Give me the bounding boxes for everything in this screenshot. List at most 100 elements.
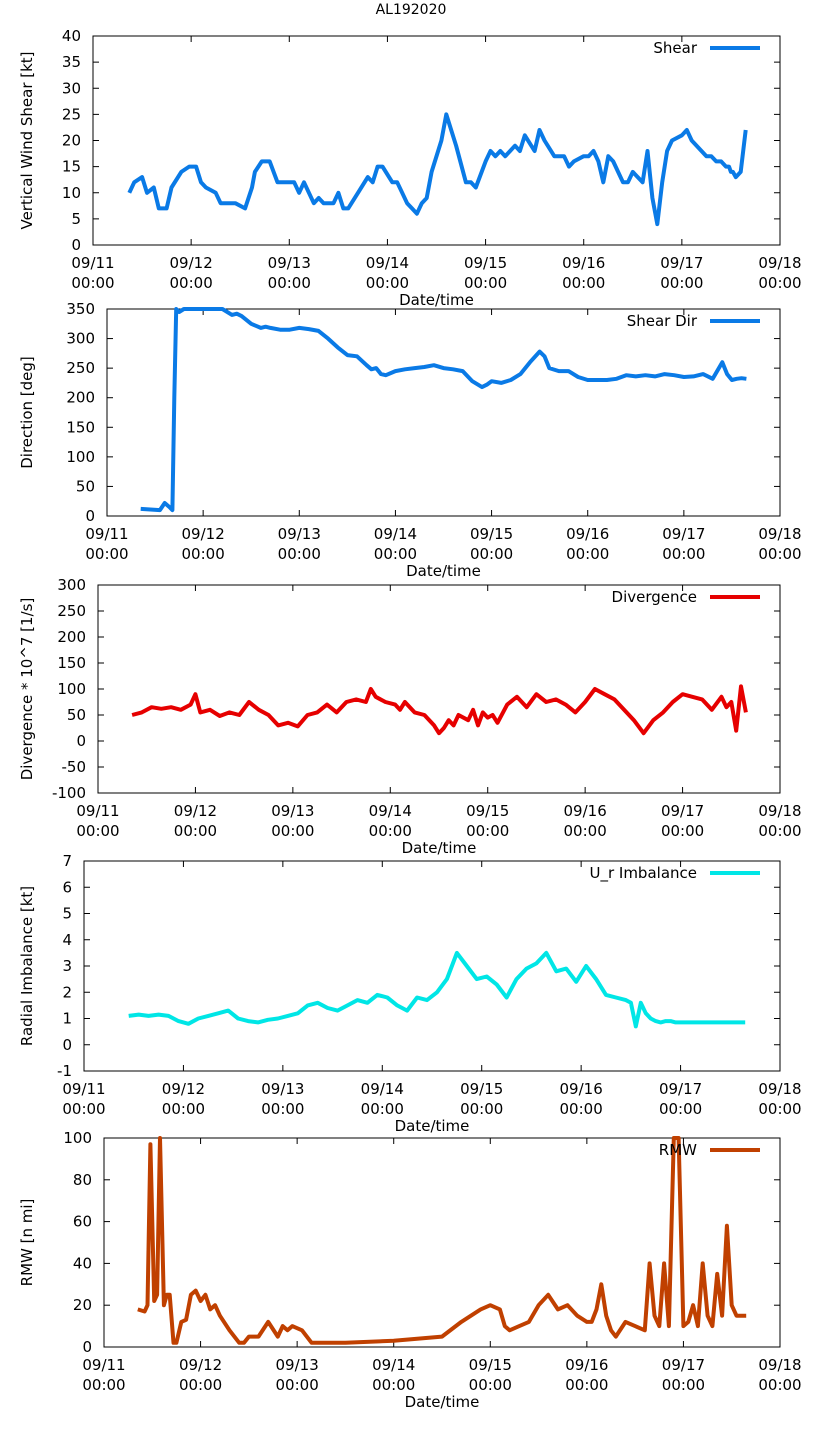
x-tick-time: 00:00 [661, 822, 704, 840]
x-tick-time: 00:00 [278, 545, 321, 563]
x-axis-label: Date/time [405, 1393, 480, 1411]
y-tick-label: 30 [62, 79, 81, 97]
x-tick-date: 09/15 [460, 1080, 503, 1098]
x-tick-date: 09/16 [565, 1356, 608, 1374]
x-tick-date: 09/17 [659, 1080, 702, 1098]
y-tick-label: 15 [62, 158, 81, 176]
y-axis-label: Divergence * 10^7 [1/s] [18, 598, 36, 781]
y-tick-label: 300 [66, 330, 95, 348]
x-tick-time: 00:00 [82, 1376, 125, 1394]
y-tick-label: 100 [57, 680, 86, 698]
x-tick-time: 00:00 [758, 274, 801, 292]
x-tick-time: 00:00 [460, 1100, 503, 1118]
x-axis-label: Date/time [402, 839, 477, 857]
x-axis-label: Date/time [395, 1117, 470, 1135]
x-tick-date: 09/16 [560, 1080, 603, 1098]
x-tick-date: 09/16 [562, 254, 605, 272]
y-tick-label: 200 [66, 389, 95, 407]
chart-panel-5: 0 20 40 60 80 100 09/11 00:00 09/12 00:00 09/13 00:… [18, 1129, 802, 1411]
x-tick-date: 09/11 [76, 802, 119, 820]
x-tick-time: 00:00 [182, 545, 225, 563]
x-tick-time: 00:00 [560, 1100, 603, 1118]
chart-panel-3: -100 -50 0 50 100 150 200 250 300 09/11 00:00 09/12… [18, 576, 802, 857]
x-tick-date: 09/12 [174, 802, 217, 820]
x-tick-date: 09/18 [758, 254, 801, 272]
legend-label: U_r Imbalance [589, 864, 697, 883]
y-tick-label: 0 [85, 507, 95, 525]
y-tick-label: 60 [73, 1213, 92, 1231]
x-tick-time: 00:00 [261, 1100, 304, 1118]
y-tick-label: 25 [62, 105, 81, 123]
plot-frame [92, 35, 781, 246]
x-tick-time: 00:00 [170, 274, 213, 292]
y-tick-label: 20 [62, 132, 81, 150]
x-tick-date: 09/17 [662, 525, 705, 543]
x-tick-date: 09/14 [374, 525, 417, 543]
y-axis-label: Radial Imbalance [kt] [18, 886, 36, 1046]
y-tick-label: 6 [62, 878, 72, 896]
x-tick-time: 00:00 [366, 274, 409, 292]
x-tick-time: 00:00 [662, 545, 705, 563]
x-tick-time: 00:00 [662, 1376, 705, 1394]
y-tick-label: 5 [62, 905, 72, 923]
x-tick-time: 00:00 [374, 545, 417, 563]
x-tick-time: 00:00 [660, 274, 703, 292]
x-tick-time: 00:00 [76, 822, 119, 840]
x-tick-date: 09/13 [261, 1080, 304, 1098]
x-tick-date: 09/17 [660, 254, 703, 272]
x-tick-time: 00:00 [361, 1100, 404, 1118]
series-line [137, 1136, 747, 1345]
x-tick-date: 09/18 [758, 1356, 801, 1374]
plot-frame [83, 860, 781, 1072]
y-tick-label: 350 [66, 300, 95, 318]
y-tick-label: 40 [62, 27, 81, 45]
x-tick-time: 00:00 [466, 822, 509, 840]
x-tick-date: 09/12 [182, 525, 225, 543]
x-tick-time: 00:00 [271, 822, 314, 840]
chart-panel-4: -1 0 1 2 3 4 5 6 7 09/11 00:00 09/12 00:00 09/13 00:00… [18, 852, 802, 1135]
x-tick-date: 09/16 [566, 525, 609, 543]
y-tick-label: -100 [52, 784, 86, 802]
x-tick-time: 00:00 [758, 822, 801, 840]
x-tick-time: 00:00 [470, 545, 513, 563]
x-tick-time: 00:00 [372, 1376, 415, 1394]
y-tick-label: 150 [57, 654, 86, 672]
y-tick-label: 35 [62, 53, 81, 71]
x-tick-date: 09/13 [268, 254, 311, 272]
x-tick-date: 09/13 [278, 525, 321, 543]
y-tick-label: 250 [66, 359, 95, 377]
plot-frame [97, 584, 781, 794]
x-tick-date: 09/15 [470, 525, 513, 543]
x-tick-date: 09/12 [179, 1356, 222, 1374]
y-tick-label: 80 [73, 1171, 92, 1189]
legend-label: RMW [659, 1141, 697, 1159]
x-tick-date: 09/14 [361, 1080, 404, 1098]
y-tick-label: 1 [62, 1010, 72, 1028]
x-tick-date: 09/18 [758, 525, 801, 543]
x-tick-date: 09/15 [466, 802, 509, 820]
y-tick-label: 100 [63, 1129, 92, 1147]
y-tick-label: 40 [73, 1254, 92, 1272]
series-line [131, 684, 748, 736]
x-tick-time: 00:00 [162, 1100, 205, 1118]
y-tick-label: 4 [62, 931, 72, 949]
x-tick-time: 00:00 [276, 1376, 319, 1394]
x-tick-date: 09/12 [162, 1080, 205, 1098]
x-tick-date: 09/11 [71, 254, 114, 272]
x-tick-time: 00:00 [659, 1100, 702, 1118]
x-tick-time: 00:00 [268, 274, 311, 292]
y-axis-label: Direction [deg] [18, 356, 36, 469]
y-tick-label: 20 [73, 1296, 92, 1314]
x-tick-time: 00:00 [62, 1100, 105, 1118]
x-tick-date: 09/12 [170, 254, 213, 272]
plot-frame [106, 308, 781, 517]
y-tick-label: 0 [62, 1036, 72, 1054]
y-tick-label: 50 [67, 706, 86, 724]
y-tick-label: -50 [62, 758, 87, 776]
y-tick-label: 7 [62, 852, 72, 870]
y-tick-label: 3 [62, 957, 72, 975]
series-line [140, 307, 747, 513]
x-tick-date: 09/14 [372, 1356, 415, 1374]
x-tick-date: 09/15 [464, 254, 507, 272]
x-tick-time: 00:00 [758, 1100, 801, 1118]
